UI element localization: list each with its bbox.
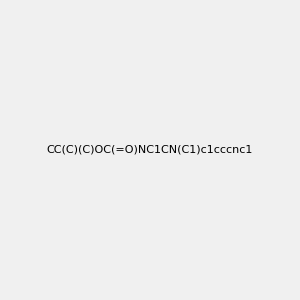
Text: CC(C)(C)OC(=O)NC1CN(C1)c1cccnc1: CC(C)(C)OC(=O)NC1CN(C1)c1cccnc1 [47, 145, 253, 155]
